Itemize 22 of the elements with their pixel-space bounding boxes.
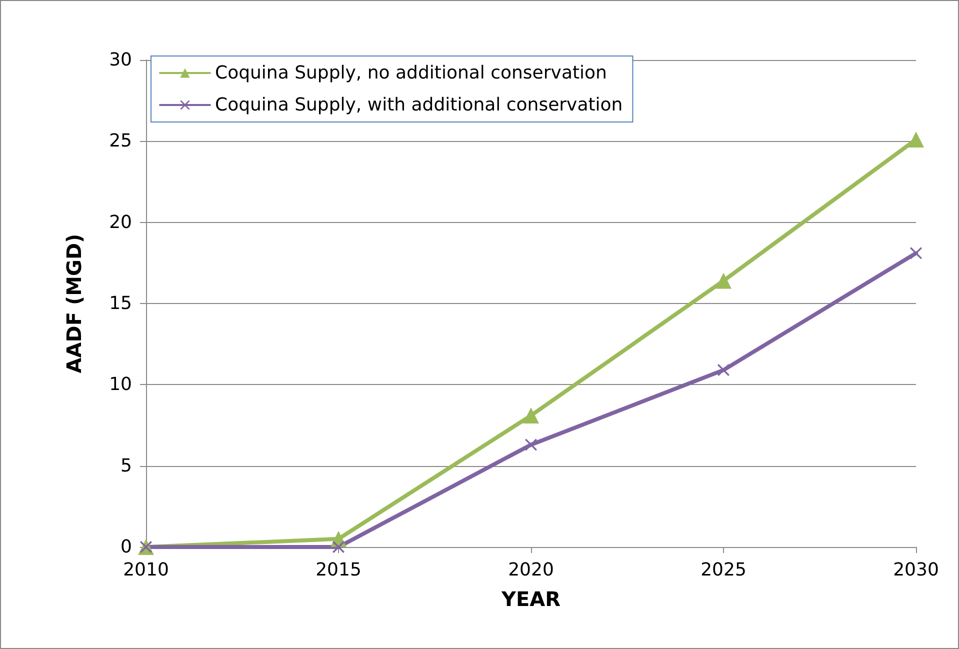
x-tick-label: 2025 (700, 560, 746, 580)
y-tick-label: 20 (109, 212, 132, 233)
point (908, 132, 924, 148)
legend-label: Coquina Supply, with additional conservation (215, 94, 623, 116)
x-tick-label: 2010 (123, 560, 169, 580)
legend-label: Coquina Supply, no additional conservation (215, 62, 607, 84)
point (718, 364, 730, 376)
x-tick-label: 2030 (893, 560, 939, 580)
y-tick-label: 5 (120, 455, 132, 476)
point (716, 272, 732, 289)
point (910, 247, 922, 260)
y-tick-label: 30 (109, 50, 132, 70)
point (332, 541, 344, 553)
y-tick-label: 0 (120, 536, 132, 558)
y-axis-title: AADF (MGD) (62, 234, 86, 374)
y-tick-label: 25 (109, 130, 132, 152)
x-tick-label: 2020 (508, 560, 554, 580)
point (523, 408, 539, 424)
y-tick-label: 10 (109, 374, 132, 396)
x-axis-title: YEAR (500, 587, 561, 611)
y-tick-label: 15 (109, 293, 132, 314)
x-tick-label: 2015 (316, 560, 362, 580)
